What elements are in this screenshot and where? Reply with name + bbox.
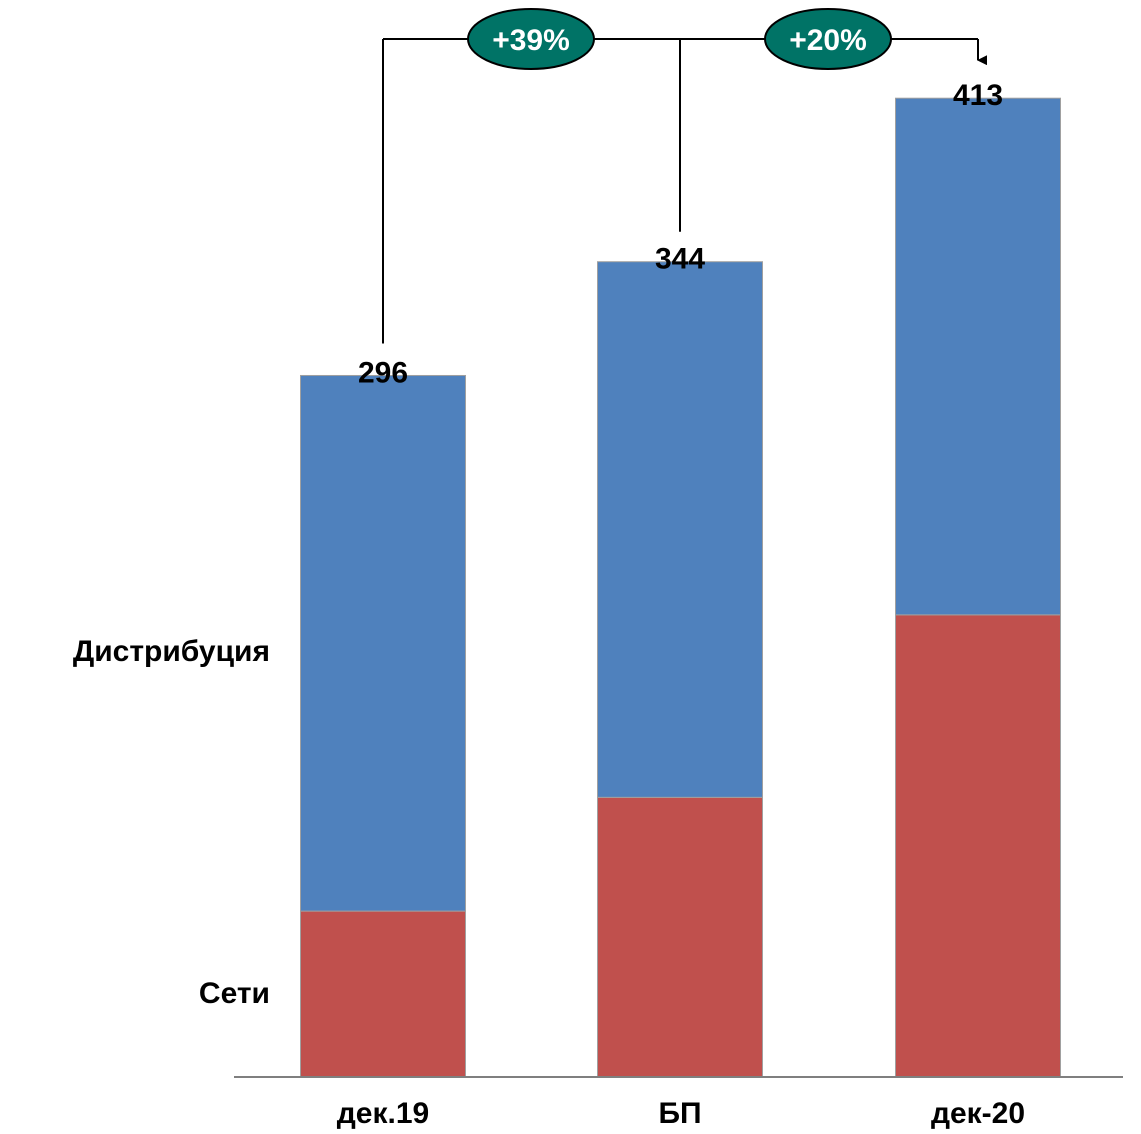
bar-distribution-0 xyxy=(300,374,466,912)
growth-badge-ellipse-0 xyxy=(467,8,595,70)
x-tick-label-2: дек-20 xyxy=(931,1097,1025,1130)
x-tick-label-0: дек.19 xyxy=(337,1097,429,1130)
bar-distribution-1 xyxy=(597,261,763,798)
growth-badge-label-0: +39% xyxy=(492,24,570,57)
bar-seti-0 xyxy=(300,910,466,1078)
x-tick-label-1: БП xyxy=(658,1097,701,1130)
bar-seti-2 xyxy=(895,614,1061,1078)
series-label-seti: Сети xyxy=(199,977,270,1010)
total-label-0: 296 xyxy=(358,356,408,389)
total-label-1: 344 xyxy=(655,243,705,276)
growth-badge-1: +20% xyxy=(764,8,892,70)
bar-distribution-2 xyxy=(895,97,1061,616)
bar-seti-1 xyxy=(597,796,763,1078)
growth-badge-ellipse-1 xyxy=(764,8,892,70)
total-label-2: 413 xyxy=(953,79,1003,112)
growth-badge-0: +39% xyxy=(467,8,595,70)
series-label-distribution: Дистрибуция xyxy=(73,635,270,668)
growth-badge-label-1: +20% xyxy=(789,24,867,57)
